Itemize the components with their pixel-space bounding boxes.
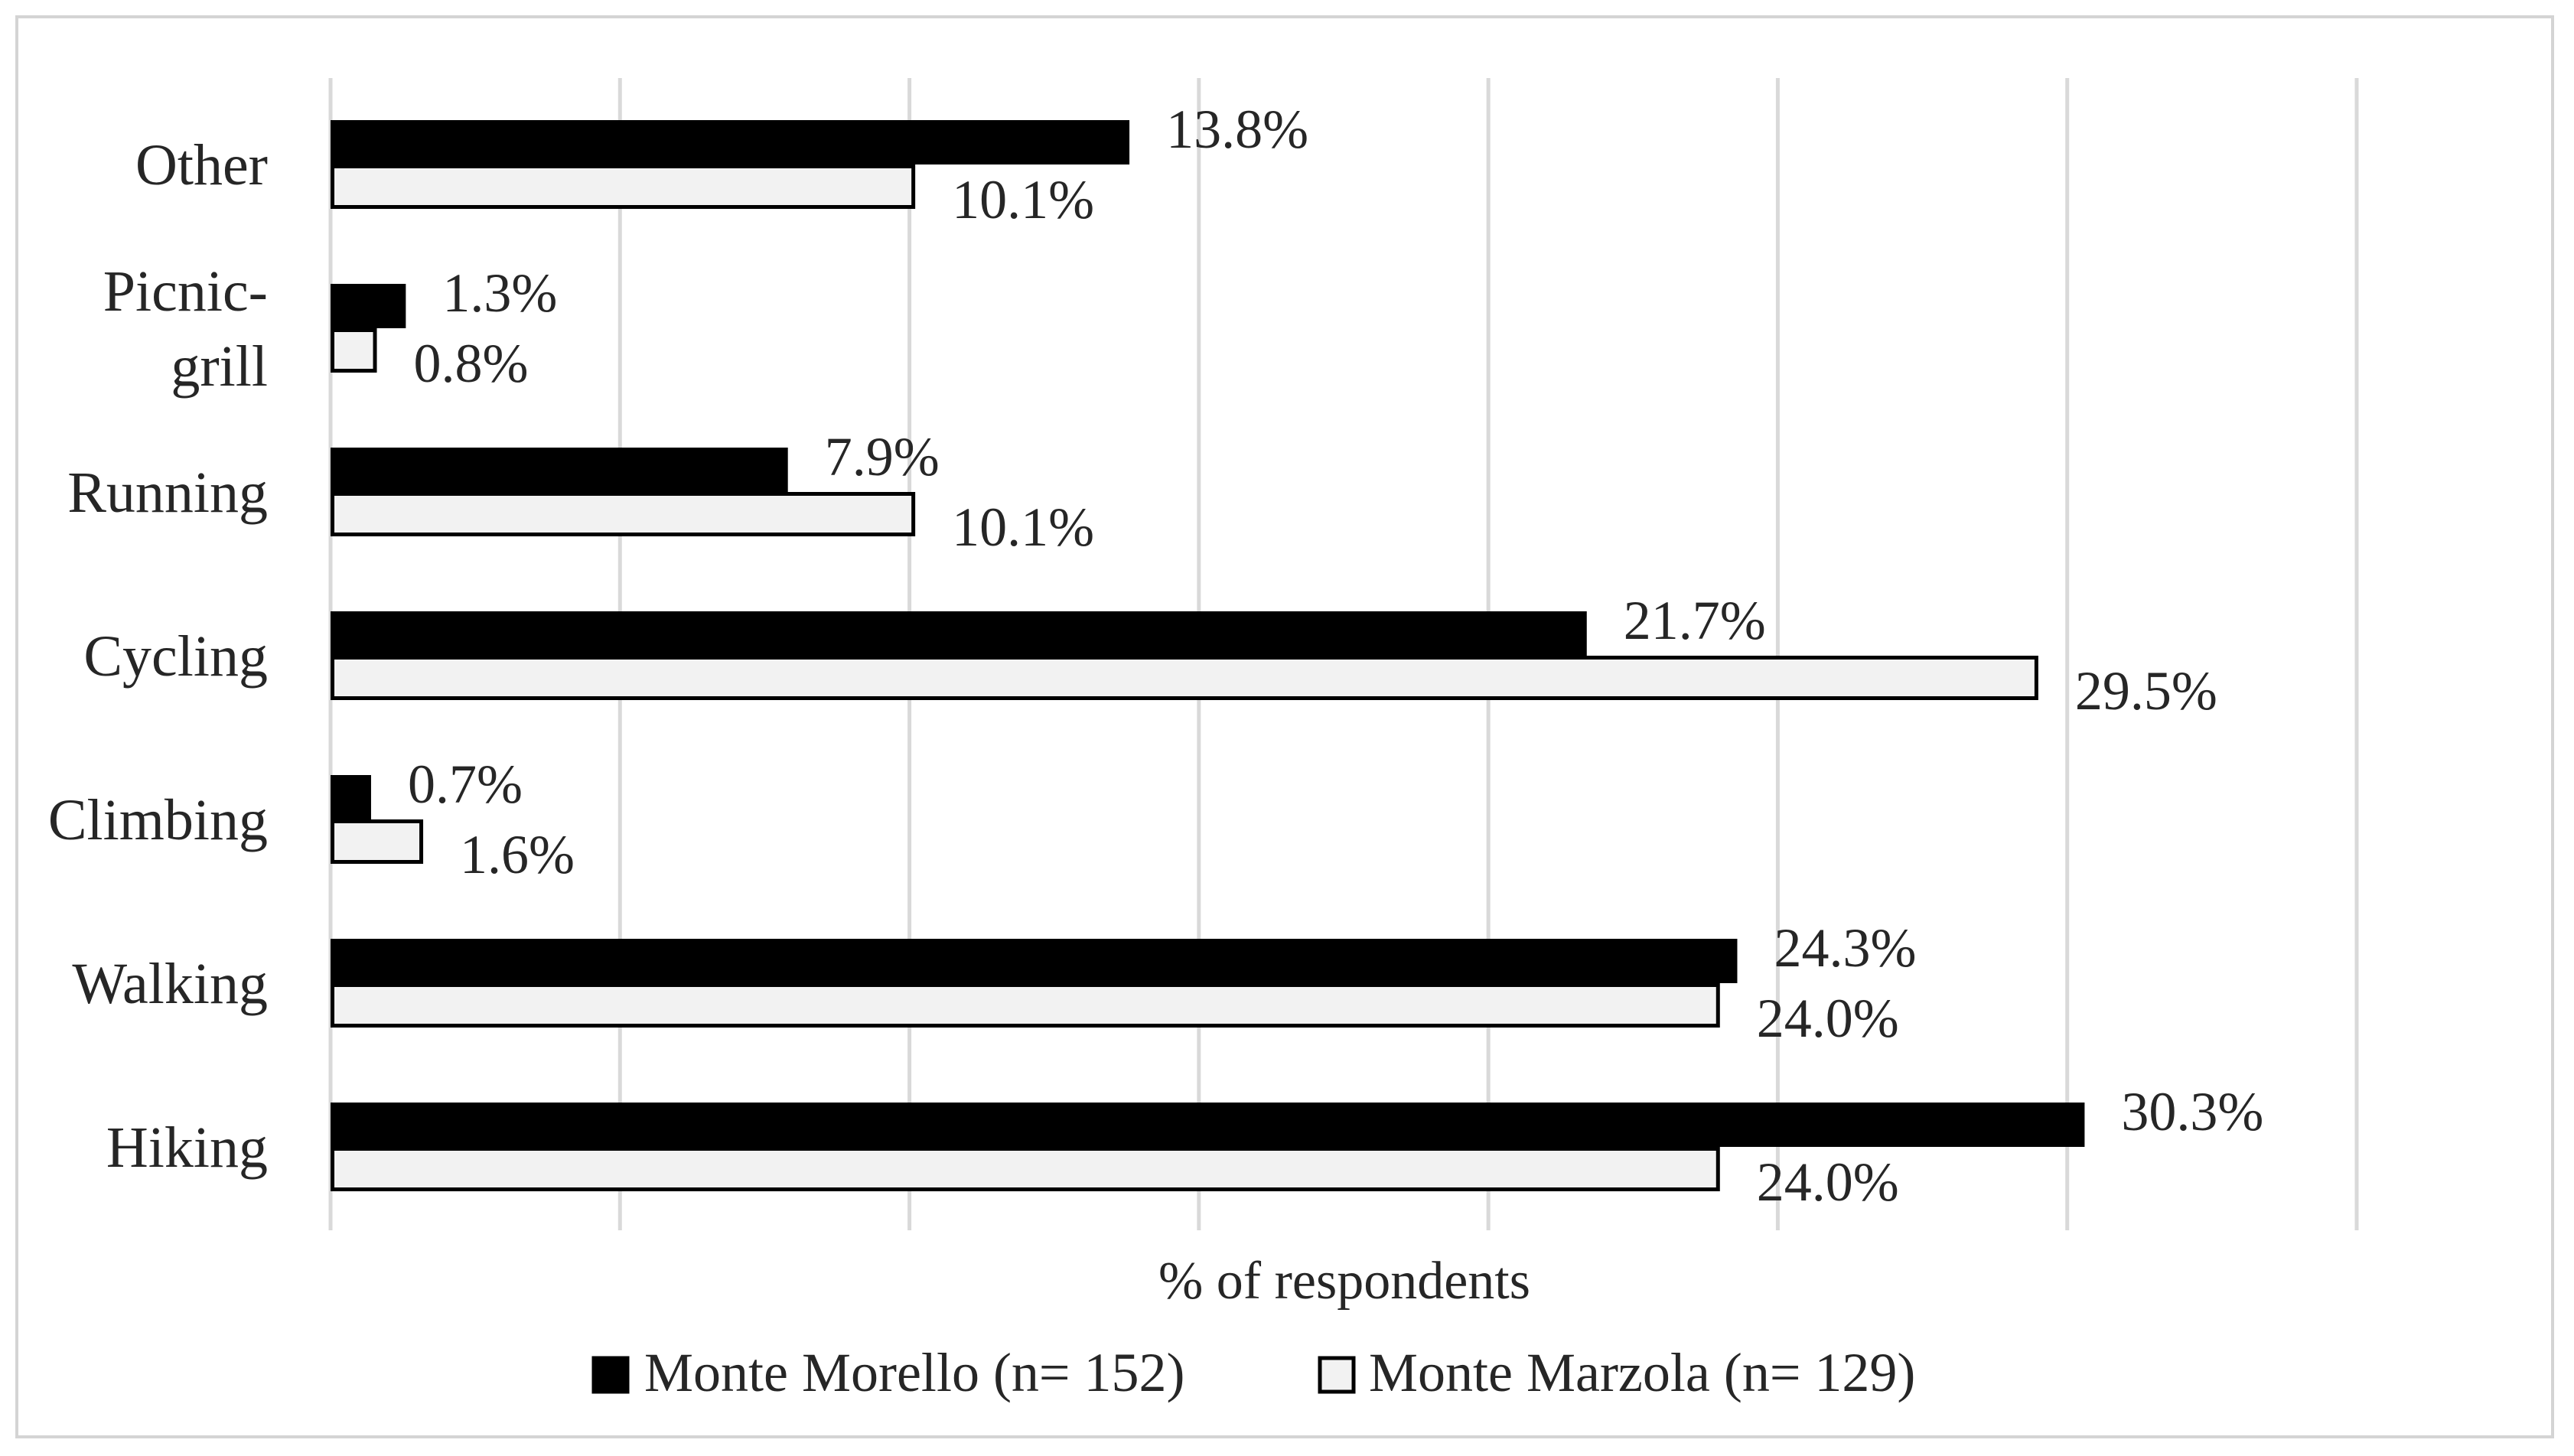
category-label-picnic-grill-line-2: grill	[171, 334, 268, 399]
data-label-monte-marzola-climbing: 1.6%	[460, 824, 575, 885]
bar-monte-marzola-hiking	[331, 1147, 1720, 1191]
category-label-cycling: Cycling	[83, 624, 268, 689]
bar-monte-marzola-climbing	[331, 819, 424, 864]
data-label-monte-marzola-walking: 24.0%	[1757, 988, 1899, 1049]
bars	[331, 120, 2085, 1191]
bar-monte-morello-other	[331, 120, 1130, 164]
data-label-monte-morello-picnic-grill: 1.3%	[442, 262, 557, 324]
data-label-monte-morello-running: 7.9%	[825, 426, 940, 487]
bar-monte-morello-climbing	[331, 775, 371, 819]
data-labels: 13.8% 1.3% 7.9% 21.7% 0.7% 24.3% 30.3% 10.1% 0.8…	[408, 99, 2263, 1213]
bar-monte-marzola-cycling	[331, 656, 2038, 700]
bar-monte-morello-cycling	[331, 611, 1587, 656]
bar-monte-morello-running	[331, 448, 788, 492]
category-label-walking: Walking	[72, 952, 268, 1016]
legend-swatch-monte-marzola	[1318, 1356, 1356, 1394]
data-label-monte-morello-cycling: 21.7%	[1624, 590, 1766, 651]
data-label-monte-marzola-picnic-grill: 0.8%	[414, 333, 529, 394]
data-label-monte-morello-other: 13.8%	[1166, 99, 1308, 160]
data-label-monte-morello-walking: 24.3%	[1774, 917, 1916, 979]
chart-frame	[15, 15, 2554, 1438]
category-label-hiking: Hiking	[106, 1116, 268, 1180]
bar-monte-morello-hiking	[331, 1103, 2085, 1147]
category-label-climbing: Climbing	[48, 788, 268, 852]
category-labels: Other Picnic-grill Running Cycling Climbing W…	[48, 133, 268, 1180]
bar-monte-morello-picnic-grill	[331, 284, 406, 328]
data-label-monte-morello-hiking: 30.3%	[2121, 1081, 2263, 1142]
data-label-monte-marzola-cycling: 29.5%	[2075, 660, 2217, 721]
legend-label-monte-marzola: Monte Marzola (n= 129)	[1369, 1342, 1915, 1403]
legend: Monte Morello (n= 152) Monte Marzola (n=…	[591, 1342, 1915, 1403]
legend-swatch-monte-morello	[591, 1356, 630, 1394]
data-label-monte-morello-climbing: 0.7%	[408, 754, 523, 815]
data-label-monte-marzola-other: 10.1%	[952, 169, 1094, 230]
data-label-monte-marzola-running: 10.1%	[952, 497, 1094, 558]
category-label-other: Other	[135, 133, 268, 197]
bar-monte-marzola-other	[331, 164, 916, 209]
bar-monte-marzola-running	[331, 492, 916, 536]
bar-monte-marzola-walking	[331, 983, 1720, 1028]
category-label-running: Running	[67, 461, 268, 525]
legend-label-monte-morello: Monte Morello (n= 152)	[644, 1342, 1185, 1403]
data-label-monte-marzola-hiking: 24.0%	[1757, 1151, 1899, 1213]
bar-monte-marzola-picnic-grill	[331, 328, 377, 373]
category-label-picnic-grill-line-1: Picnic-	[103, 259, 268, 324]
bar-monte-morello-walking	[331, 939, 1738, 983]
x-axis-title: % of respondents	[1158, 1252, 1530, 1311]
